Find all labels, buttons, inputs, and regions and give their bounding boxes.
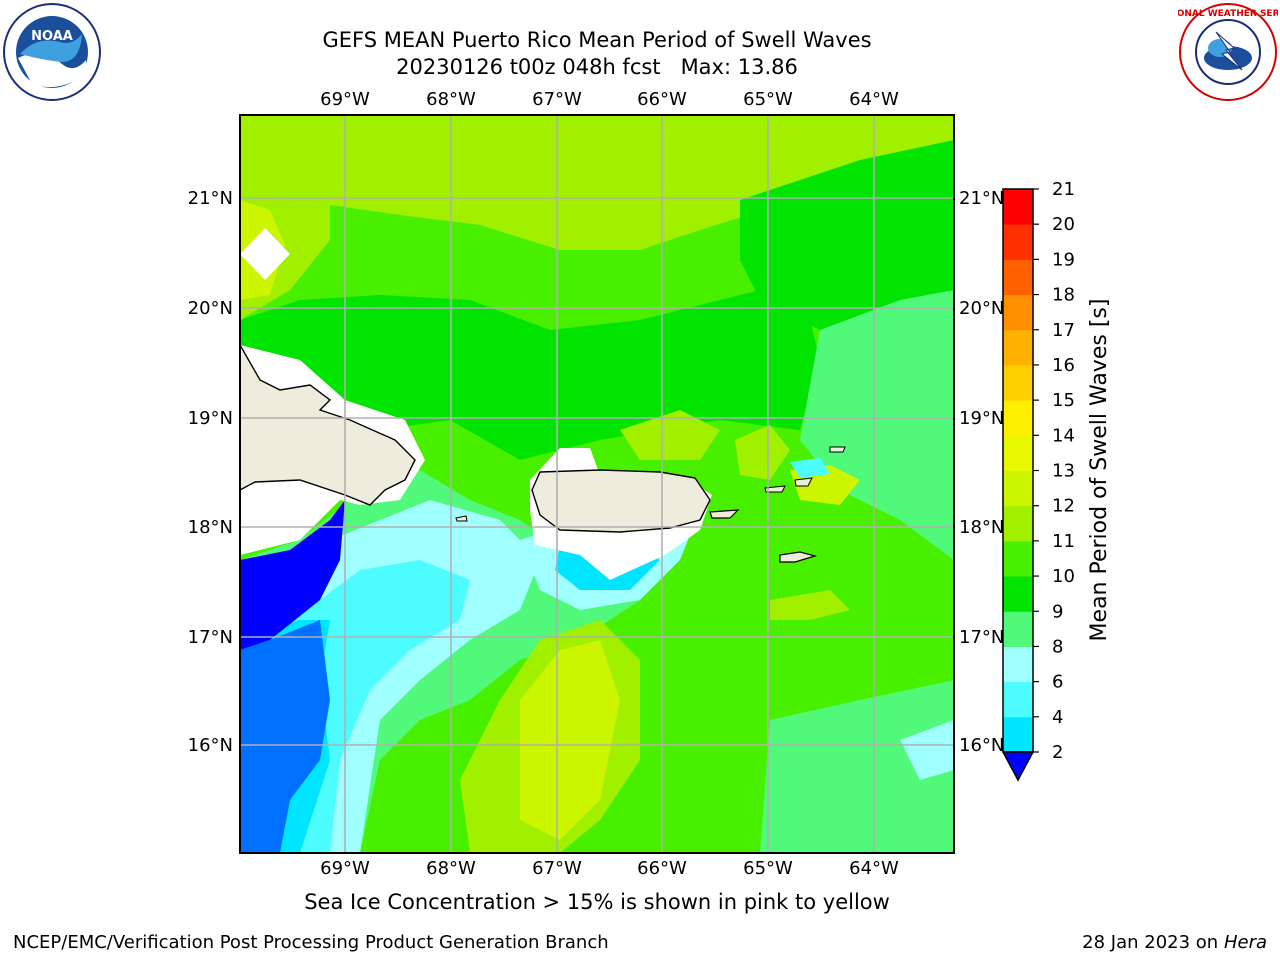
lon-label: 66°W [637,89,687,110]
colorbar-segment [1003,189,1033,225]
colorbar-segment [1003,611,1033,647]
lat-label: 17°N [959,627,1004,648]
map-field [240,115,954,853]
colorbar-tick-label: 10 [1052,566,1075,587]
lat-label: 20°N [188,298,233,319]
lat-label: 18°N [959,517,1004,538]
colorbar-segment [1003,224,1033,260]
lat-label: 21°N [959,188,1004,209]
lon-label: 69°W [320,858,370,879]
noaa-logo-text: NOAA [31,29,73,44]
lat-label: 16°N [959,735,1004,756]
footer-right: 28 Jan 2023 on Hera [1082,932,1267,953]
lat-label: 17°N [188,627,233,648]
colorbar-segment [1003,259,1033,296]
colorbar-segment [1003,435,1033,471]
lon-label: 69°W [320,89,370,110]
noaa-logo: NOAA [3,3,101,101]
lon-label: 64°W [849,858,899,879]
colorbar-tick-label: 16 [1052,355,1075,376]
colorbar-segment [1003,716,1033,753]
lat-label: 19°N [959,408,1004,429]
footer-date: 28 Jan 2023 on [1082,932,1224,953]
lat-label: 21°N [188,188,233,209]
lon-label: 65°W [743,89,793,110]
colorbar-tick-label: 2 [1052,742,1063,763]
lon-labels-top: 69°W 68°W 67°W 66°W 65°W 64°W [320,89,899,110]
colorbar-tick-label: 15 [1052,390,1075,411]
colorbar-tick-label: 21 [1052,179,1075,200]
colorbar-segment [1003,681,1033,718]
colorbar-tick-label: 12 [1052,496,1075,517]
lon-label: 64°W [849,89,899,110]
lon-label: 65°W [743,858,793,879]
lat-label: 20°N [959,298,1004,319]
colorbar-under-arrow [1001,751,1035,782]
map-subtitle: 20230126 t00z 048h fcst Max: 13.86 [396,55,798,79]
lon-label: 68°W [426,89,476,110]
colorbar-tick-label: 6 [1052,672,1063,693]
colorbar-tick-label: 18 [1052,285,1075,306]
lon-label: 68°W [426,858,476,879]
colorbar-tick-label: 13 [1052,461,1075,482]
colorbar-tick-label: 11 [1052,531,1075,552]
colorbar-segment [1003,646,1033,683]
colorbar-segment [1003,294,1033,331]
footer-host: Hera [1223,932,1267,953]
lat-label: 18°N [188,517,233,538]
colorbar-segment [1003,540,1033,577]
lon-label: 66°W [637,858,687,879]
lat-label: 16°N [188,735,233,756]
colorbar-segment [1003,364,1033,401]
colorbar-segment [1003,505,1033,542]
colorbar-tick-label: 9 [1052,601,1063,622]
lat-labels-left: 21°N 20°N 19°N 18°N 17°N 16°N [188,188,233,756]
colorbar-segment [1003,400,1033,436]
footer-left: NCEP/EMC/Verification Post Processing Pr… [13,932,609,953]
colorbar: 2 4 6 8 9 10 11 12 13 14 15 16 17 18 19 20 21 [1001,179,1075,782]
colorbar-tick-label: 14 [1052,425,1075,446]
colorbar-label: Mean Period of Swell Waves [s] [1087,299,1112,642]
nws-logo: NATIONAL WEATHER SERVICE [1178,3,1278,101]
lat-labels-right: 21°N 20°N 19°N 18°N 17°N 16°N [959,188,1004,756]
map-title: GEFS MEAN Puerto Rico Mean Period of Swe… [322,28,872,52]
colorbar-tick-label: 19 [1052,249,1075,270]
map-frame [239,114,955,854]
colorbar-tick-label: 20 [1052,214,1075,235]
lon-labels-bottom: 69°W 68°W 67°W 66°W 65°W 64°W [320,858,899,879]
colorbar-segment [1003,329,1033,366]
colorbar-tick-label: 17 [1052,320,1075,341]
nws-logo-text: NATIONAL WEATHER SERVICE [1178,9,1278,19]
graticule [240,115,954,853]
lon-label: 67°W [532,89,582,110]
colorbar-tick-label: 8 [1052,636,1063,657]
sea-ice-caption: Sea Ice Concentration > 15% is shown in … [304,890,890,914]
lat-label: 19°N [188,408,233,429]
colorbar-segment [1003,576,1033,612]
lon-label: 67°W [532,858,582,879]
colorbar-segment [1003,470,1033,507]
colorbar-tick-label: 4 [1052,707,1063,728]
